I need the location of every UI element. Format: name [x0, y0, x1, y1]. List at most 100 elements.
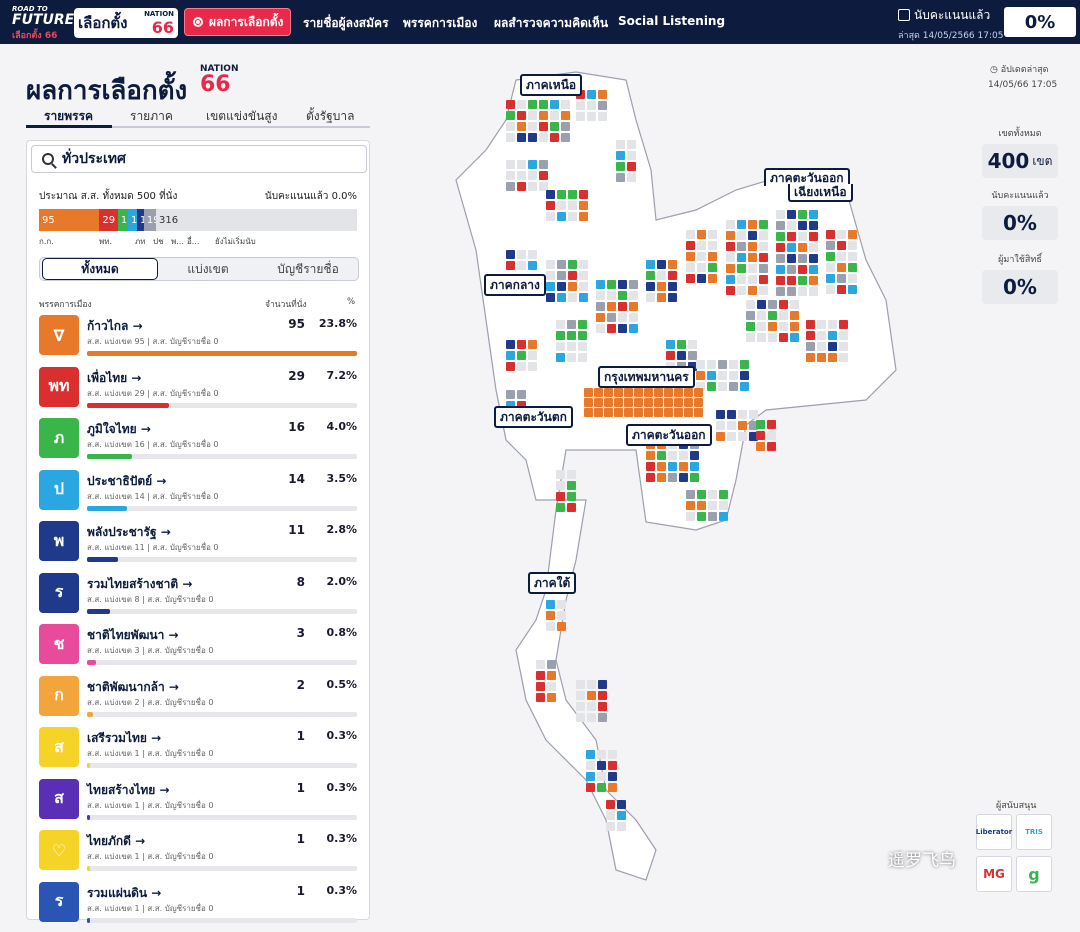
district-tile[interactable] [718, 360, 727, 369]
bangkok-district-tile[interactable] [614, 388, 623, 397]
bangkok-district-tile[interactable] [614, 398, 623, 407]
district-tile[interactable] [517, 160, 526, 169]
district-tile[interactable] [618, 291, 627, 300]
district-tile[interactable] [787, 210, 796, 219]
district-tile[interactable] [528, 100, 537, 109]
district-tile[interactable] [726, 253, 735, 262]
district-tile[interactable] [779, 322, 788, 331]
district-tile[interactable] [546, 282, 555, 291]
district-tile[interactable] [848, 252, 857, 261]
district-tile[interactable] [561, 122, 570, 131]
district-tile[interactable] [547, 693, 556, 702]
bangkok-district-tile[interactable] [584, 408, 593, 417]
district-tile[interactable] [727, 432, 736, 441]
district-tile[interactable] [690, 451, 699, 460]
district-tile[interactable] [737, 231, 746, 240]
bangkok-district-tile[interactable] [594, 408, 603, 417]
district-tile[interactable] [550, 111, 559, 120]
district-tile[interactable] [726, 275, 735, 284]
district-tile[interactable] [528, 171, 537, 180]
bangkok-district-tile[interactable] [674, 388, 683, 397]
district-tile[interactable] [618, 280, 627, 289]
district-tile[interactable] [798, 221, 807, 230]
filter-all[interactable]: ทั้งหมด [42, 258, 158, 280]
district-tile[interactable] [826, 241, 835, 250]
district-tile[interactable] [757, 322, 766, 331]
district-tile[interactable] [556, 470, 565, 479]
district-tile[interactable] [776, 243, 785, 252]
district-tile[interactable] [568, 271, 577, 280]
district-tile[interactable] [806, 320, 815, 329]
district-tile[interactable] [749, 432, 758, 441]
search-input[interactable]: ทั่วประเทศ [31, 145, 367, 173]
district-tile[interactable] [567, 492, 576, 501]
district-tile[interactable] [787, 232, 796, 241]
district-tile[interactable] [550, 122, 559, 131]
district-tile[interactable] [618, 302, 627, 311]
district-tile[interactable] [536, 671, 545, 680]
district-tile[interactable] [629, 302, 638, 311]
district-tile[interactable] [607, 291, 616, 300]
district-tile[interactable] [726, 242, 735, 251]
district-tile[interactable] [547, 660, 556, 669]
district-tile[interactable] [718, 382, 727, 391]
seat-bar-segment[interactable]: 14 [128, 209, 137, 231]
tab-form-government[interactable]: ตั้งรัฐบาล [306, 109, 355, 123]
district-tile[interactable] [826, 285, 835, 294]
district-tile[interactable] [767, 420, 776, 429]
region-label-northeast[interactable]: ภาคตะวันออก [764, 168, 850, 186]
district-tile[interactable] [688, 340, 697, 349]
district-tile[interactable] [727, 421, 736, 430]
district-tile[interactable] [556, 320, 565, 329]
party-name[interactable]: ชาติไทยพัฒนา → [87, 628, 179, 642]
district-tile[interactable] [506, 182, 515, 191]
district-tile[interactable] [568, 190, 577, 199]
district-tile[interactable] [557, 260, 566, 269]
district-tile[interactable] [817, 331, 826, 340]
party-row[interactable]: ร รวมไทยสร้างชาติ → ส.ส. แบ่งเขต 8 | ส.ส. … [39, 571, 359, 623]
district-tile[interactable] [759, 231, 768, 240]
district-tile[interactable] [547, 682, 556, 691]
district-tile[interactable] [629, 291, 638, 300]
district-tile[interactable] [809, 276, 818, 285]
district-tile[interactable] [579, 190, 588, 199]
district-tile[interactable] [817, 320, 826, 329]
district-tile[interactable] [576, 101, 585, 110]
district-tile[interactable] [536, 660, 545, 669]
district-tile[interactable] [697, 230, 706, 239]
district-tile[interactable] [517, 351, 526, 360]
district-tile[interactable] [598, 713, 607, 722]
district-tile[interactable] [686, 490, 695, 499]
district-tile[interactable] [646, 271, 655, 280]
district-tile[interactable] [679, 462, 688, 471]
region-label-west[interactable]: ภาคตะวันตก [494, 406, 573, 428]
district-tile[interactable] [539, 133, 548, 142]
district-tile[interactable] [550, 100, 559, 109]
bangkok-district-tile[interactable] [634, 388, 643, 397]
district-tile[interactable] [688, 351, 697, 360]
district-tile[interactable] [579, 282, 588, 291]
district-tile[interactable] [646, 260, 655, 269]
party-row[interactable]: ป ประชาธิปัตย์ → ส.ส. แบ่งเขต 14 | ส.ส. บั… [39, 468, 359, 520]
district-tile[interactable] [607, 302, 616, 311]
district-tile[interactable] [768, 311, 777, 320]
district-tile[interactable] [546, 611, 555, 620]
district-tile[interactable] [539, 182, 548, 191]
district-tile[interactable] [798, 243, 807, 252]
district-tile[interactable] [756, 442, 765, 451]
district-tile[interactable] [629, 324, 638, 333]
district-tile[interactable] [787, 221, 796, 230]
district-tile[interactable] [546, 271, 555, 280]
district-tile[interactable] [607, 280, 616, 289]
district-tile[interactable] [809, 287, 818, 296]
bangkok-district-tile[interactable] [684, 398, 693, 407]
party-name[interactable]: เพื่อไทย → [87, 370, 142, 385]
sponsor-tris[interactable]: TRIS [1016, 814, 1052, 850]
sponsor-mg[interactable]: MG [976, 856, 1012, 892]
party-row[interactable]: ส เสรีรวมไทย → ส.ส. แบ่งเขต 1 | ส.ส. บัญชี… [39, 725, 359, 777]
district-tile[interactable] [826, 263, 835, 272]
district-tile[interactable] [716, 410, 725, 419]
district-tile[interactable] [708, 512, 717, 521]
district-tile[interactable] [629, 280, 638, 289]
district-tile[interactable] [506, 171, 515, 180]
